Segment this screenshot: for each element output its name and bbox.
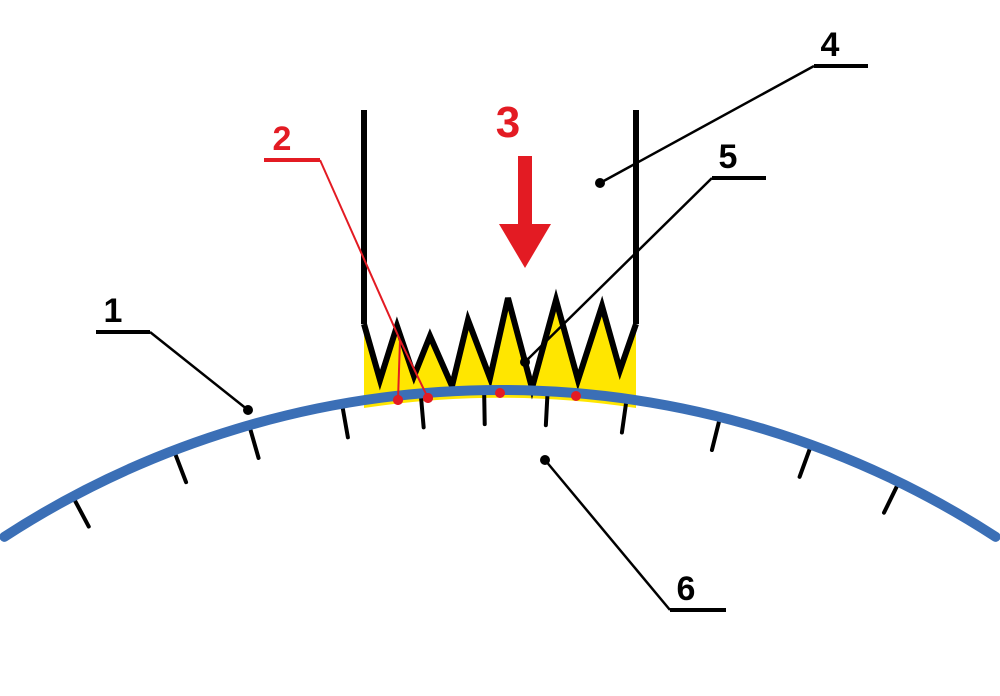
curved-surface-arc xyxy=(4,390,995,537)
label-dot-l5 xyxy=(520,357,530,367)
contact-point-dot xyxy=(571,391,581,401)
surface-tick xyxy=(884,482,899,513)
label-leader-l1 xyxy=(150,332,248,410)
force-arrow-head xyxy=(499,224,551,268)
label-dot-l4 xyxy=(595,178,605,188)
label-dot-l2 xyxy=(423,393,433,403)
label-leader-l5 xyxy=(525,178,712,362)
label-leader-l6 xyxy=(545,460,670,610)
contact-point-dot xyxy=(495,388,505,398)
label-dot-l6 xyxy=(540,455,550,465)
surface-tick xyxy=(342,404,348,437)
label-text-l3: 3 xyxy=(496,98,520,147)
surface-tick xyxy=(174,450,186,482)
label-dot-l1 xyxy=(243,405,253,415)
surface-tick xyxy=(800,445,812,477)
label-leader-l2 xyxy=(320,160,400,340)
surface-tick xyxy=(712,417,720,450)
surface-tick xyxy=(249,425,258,458)
label-text-l5: 5 xyxy=(719,138,738,176)
label-text-l2: 2 xyxy=(273,120,292,158)
label-text-l4: 4 xyxy=(821,26,840,64)
surface-tick xyxy=(484,390,485,424)
surface-tick xyxy=(73,497,89,527)
label-text-l6: 6 xyxy=(677,570,696,608)
label-leader-l4 xyxy=(600,66,814,183)
label-text-l1: 1 xyxy=(104,292,123,330)
surface-tick xyxy=(546,391,548,425)
label-dot-l2 xyxy=(393,395,403,405)
